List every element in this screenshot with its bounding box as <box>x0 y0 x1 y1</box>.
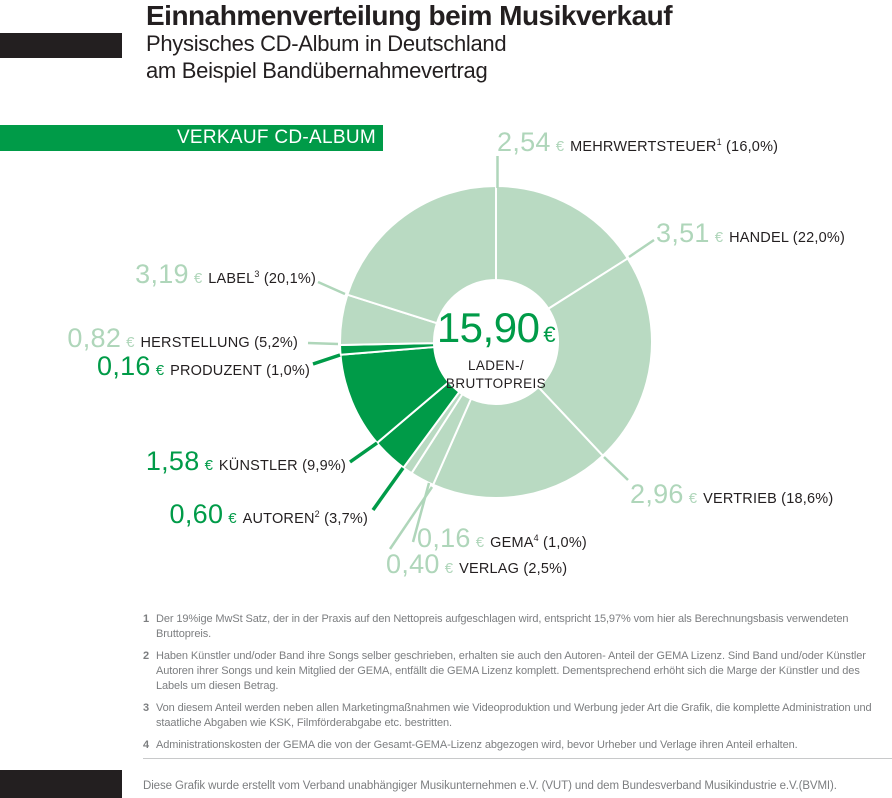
leader-line-kuenstler <box>348 441 379 464</box>
footnote-marker: 4 <box>143 739 150 751</box>
leader-line-autoren <box>371 466 405 512</box>
page-subtitle-line1: Physisches CD-Album in Deutschland <box>146 31 507 56</box>
leader-line-handel <box>628 238 655 259</box>
accent-bar-top <box>0 33 122 58</box>
pie-segment-vertrieb <box>432 386 604 499</box>
footnote-text: Haben Künstler und/oder Band ihre Songs … <box>156 650 866 692</box>
euro-sign: € <box>543 322 556 347</box>
pie-segment-mehrwertsteuer <box>495 185 629 310</box>
footnote-marker: 3 <box>143 702 150 714</box>
leader-line-label <box>317 280 346 296</box>
footnote-1: 1 Der 19%ige MwSt Satz, der in der Praxis… <box>143 612 885 642</box>
footnotes-list: 1 Der 19%ige MwSt Satz, der in der Praxis… <box>143 612 885 760</box>
page-subtitle-line2: am Beispiel Bandübernahmevertrag <box>146 58 488 83</box>
footnote-3: 3 Von diesem Anteil werden neben allen Ma… <box>143 701 885 731</box>
pie-segment-label <box>346 185 497 325</box>
footer-divider <box>143 758 892 759</box>
footnote-text: Der 19%ige MwSt Satz, der in der Praxis … <box>156 613 849 640</box>
chart-section-band: VERKAUF CD-ALBUM <box>0 125 383 151</box>
chart-section-title: VERKAUF CD-ALBUM <box>176 127 376 148</box>
pie-segment-handel <box>537 257 653 457</box>
footer-credit: Diese Grafik wurde erstellt vom Verband … <box>143 780 837 792</box>
footnote-text: Administrationskosten der GEMA die von d… <box>156 739 798 751</box>
footnote-marker: 2 <box>143 650 150 662</box>
total-price-value: 15,90 € <box>436 304 556 351</box>
footnote-2: 2 Haben Künstler und/oder Band ihre Songs… <box>143 649 885 694</box>
accent-bar-bottom <box>0 770 122 798</box>
leader-line-produzent <box>312 353 341 366</box>
footnote-marker: 1 <box>143 613 150 625</box>
total-price-caption-line2: BRUTTOPREIS <box>445 375 547 391</box>
page-title: Einnahmenverteilung beim Musikverkauf <box>146 0 673 31</box>
leader-line-vertrieb <box>603 456 629 481</box>
footnote-text: Von diesem Anteil werden neben allen Mar… <box>156 702 872 729</box>
total-price-caption-line1: LADEN-/ <box>467 358 525 373</box>
donut-center-label: 15,90 € LADEN-/ BRUTTOPREIS <box>436 304 556 391</box>
leader-line-herstellung <box>307 341 339 346</box>
footnote-4: 4 Administrationskosten der GEMA die von … <box>143 738 885 753</box>
leader-line-gema <box>411 482 431 543</box>
